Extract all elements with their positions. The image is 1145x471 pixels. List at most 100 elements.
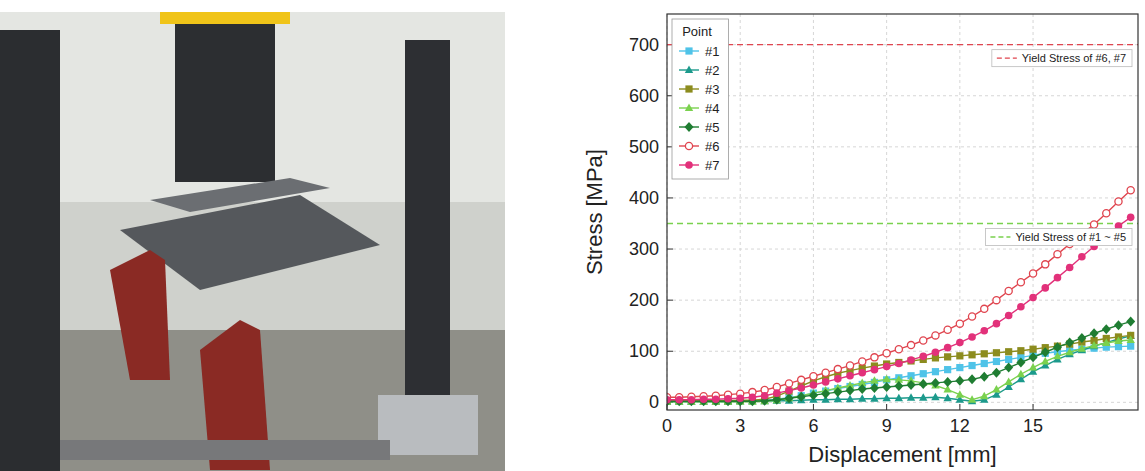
data-point [932,348,940,356]
data-point [1017,303,1025,311]
data-point [1029,294,1037,302]
data-point [993,349,1000,356]
data-point [968,395,976,403]
data-point [992,385,1000,393]
page: 010020030040050060070003691215Displaceme… [0,0,1145,471]
data-point [870,383,879,393]
grid-line [667,95,1138,96]
photo-stand [110,250,170,380]
x-axis-title: Displacement [mm] [808,442,996,467]
data-point [785,393,794,403]
data-point [907,380,916,390]
tick-mark [1033,404,1034,410]
legend-label: #5 [705,120,719,135]
data-point [821,389,830,399]
tick-mark [667,249,673,250]
data-point [1005,312,1013,320]
data-point [956,390,964,398]
data-point [895,394,903,402]
data-point [968,374,977,384]
tick-label: 400 [629,188,659,208]
data-point [810,373,817,380]
data-point [920,337,927,344]
data-point [688,396,696,404]
data-point [1090,328,1099,338]
data-point [859,358,866,365]
tick-label: 6 [808,416,818,436]
data-point [798,376,805,383]
data-point [1065,348,1073,356]
data-point [1078,344,1086,352]
legend-label: #2 [705,63,719,78]
data-point [944,326,951,333]
data-point [1127,187,1134,194]
data-point [1053,352,1061,360]
data-point [870,376,878,384]
data-point [1126,335,1134,343]
data-point [700,395,708,403]
data-point [1114,320,1123,330]
tick-mark [813,404,814,410]
data-point [797,384,805,392]
data-point [846,362,853,369]
data-point [981,360,988,367]
data-point [968,362,975,369]
data-point [993,358,1000,365]
data-point [810,381,818,389]
data-point [1041,357,1049,365]
data-point [711,396,720,406]
data-point [858,369,866,377]
tick-label: 9 [882,416,892,436]
data-point [724,395,732,403]
series [667,332,1134,405]
tick-label: 12 [950,416,970,436]
annotation: Yield Stress of #1 ~ #5 [985,228,1132,245]
series [667,331,1135,404]
tick-label: 600 [629,86,659,106]
data-point [956,320,963,327]
data-point [882,375,890,383]
data-point [931,378,940,388]
data-point [846,386,855,396]
data-point [980,372,989,382]
data-point [858,384,867,394]
data-point [943,377,952,387]
data-point [883,350,890,357]
data-point [1126,317,1135,327]
tick-label: 500 [629,137,659,157]
legend-marker [685,66,693,74]
data-point [993,297,1000,304]
reference-line [667,44,1138,45]
data-point [785,387,792,394]
data-point [797,392,806,402]
data-point [968,313,975,320]
data-point [749,393,757,401]
data-point [1029,346,1036,353]
data-point [993,320,1001,328]
data-point [932,332,939,339]
data-point [1005,356,1012,363]
data-point [895,360,903,368]
grid-line [813,14,814,410]
legend-label: #6 [705,139,719,154]
data-point [822,369,829,376]
series [667,187,1134,401]
data-point [882,394,890,402]
data-point [834,366,841,373]
data-point [943,394,951,402]
data-point [1029,363,1037,371]
data-point [834,375,842,383]
grid-line [959,14,960,410]
series-line [667,340,1131,402]
tick-label: 3 [735,416,745,436]
tick-label: 200 [629,290,659,310]
data-point [1004,377,1012,385]
data-point [773,389,781,397]
data-point [980,392,988,400]
tick-mark [667,351,673,352]
data-point [1016,357,1025,367]
data-point [1090,221,1097,228]
data-point [846,372,854,380]
data-point [1127,214,1135,222]
data-point [981,350,988,357]
